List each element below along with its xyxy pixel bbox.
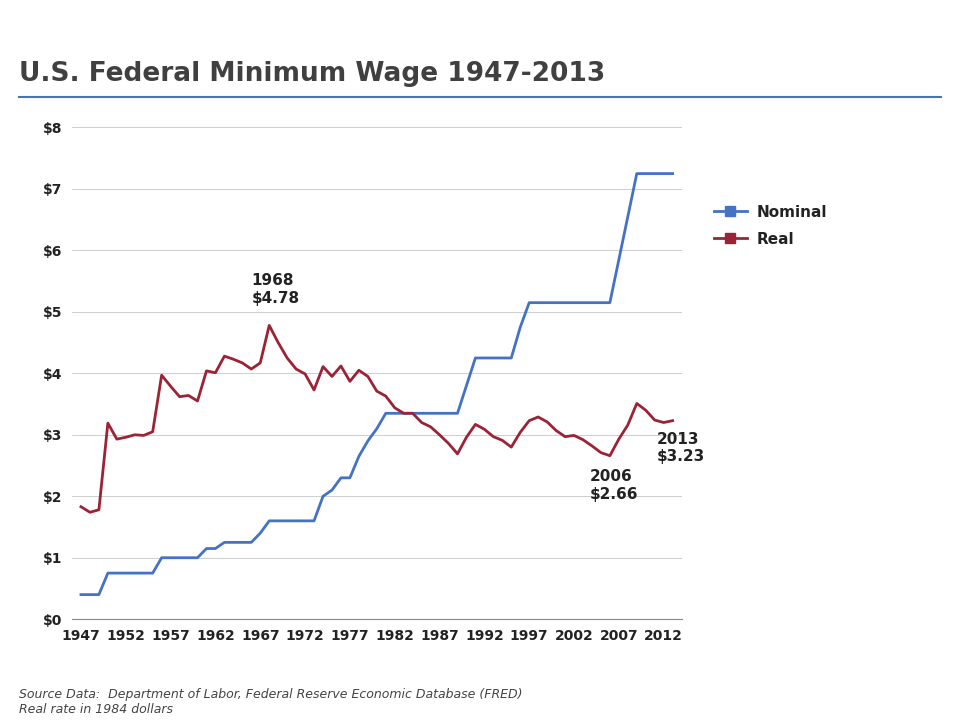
Text: 2013
$3.23: 2013 $3.23 bbox=[657, 432, 705, 464]
Text: 2006
$2.66: 2006 $2.66 bbox=[590, 469, 638, 502]
Text: U.S. Federal Minimum Wage 1947-2013: U.S. Federal Minimum Wage 1947-2013 bbox=[19, 61, 606, 87]
Text: Source Data:  Department of Labor, Federal Reserve Economic Database (FRED)
Real: Source Data: Department of Labor, Federa… bbox=[19, 688, 522, 716]
Legend: Nominal, Real: Nominal, Real bbox=[708, 199, 833, 253]
Text: 1968
$4.78: 1968 $4.78 bbox=[252, 274, 300, 306]
